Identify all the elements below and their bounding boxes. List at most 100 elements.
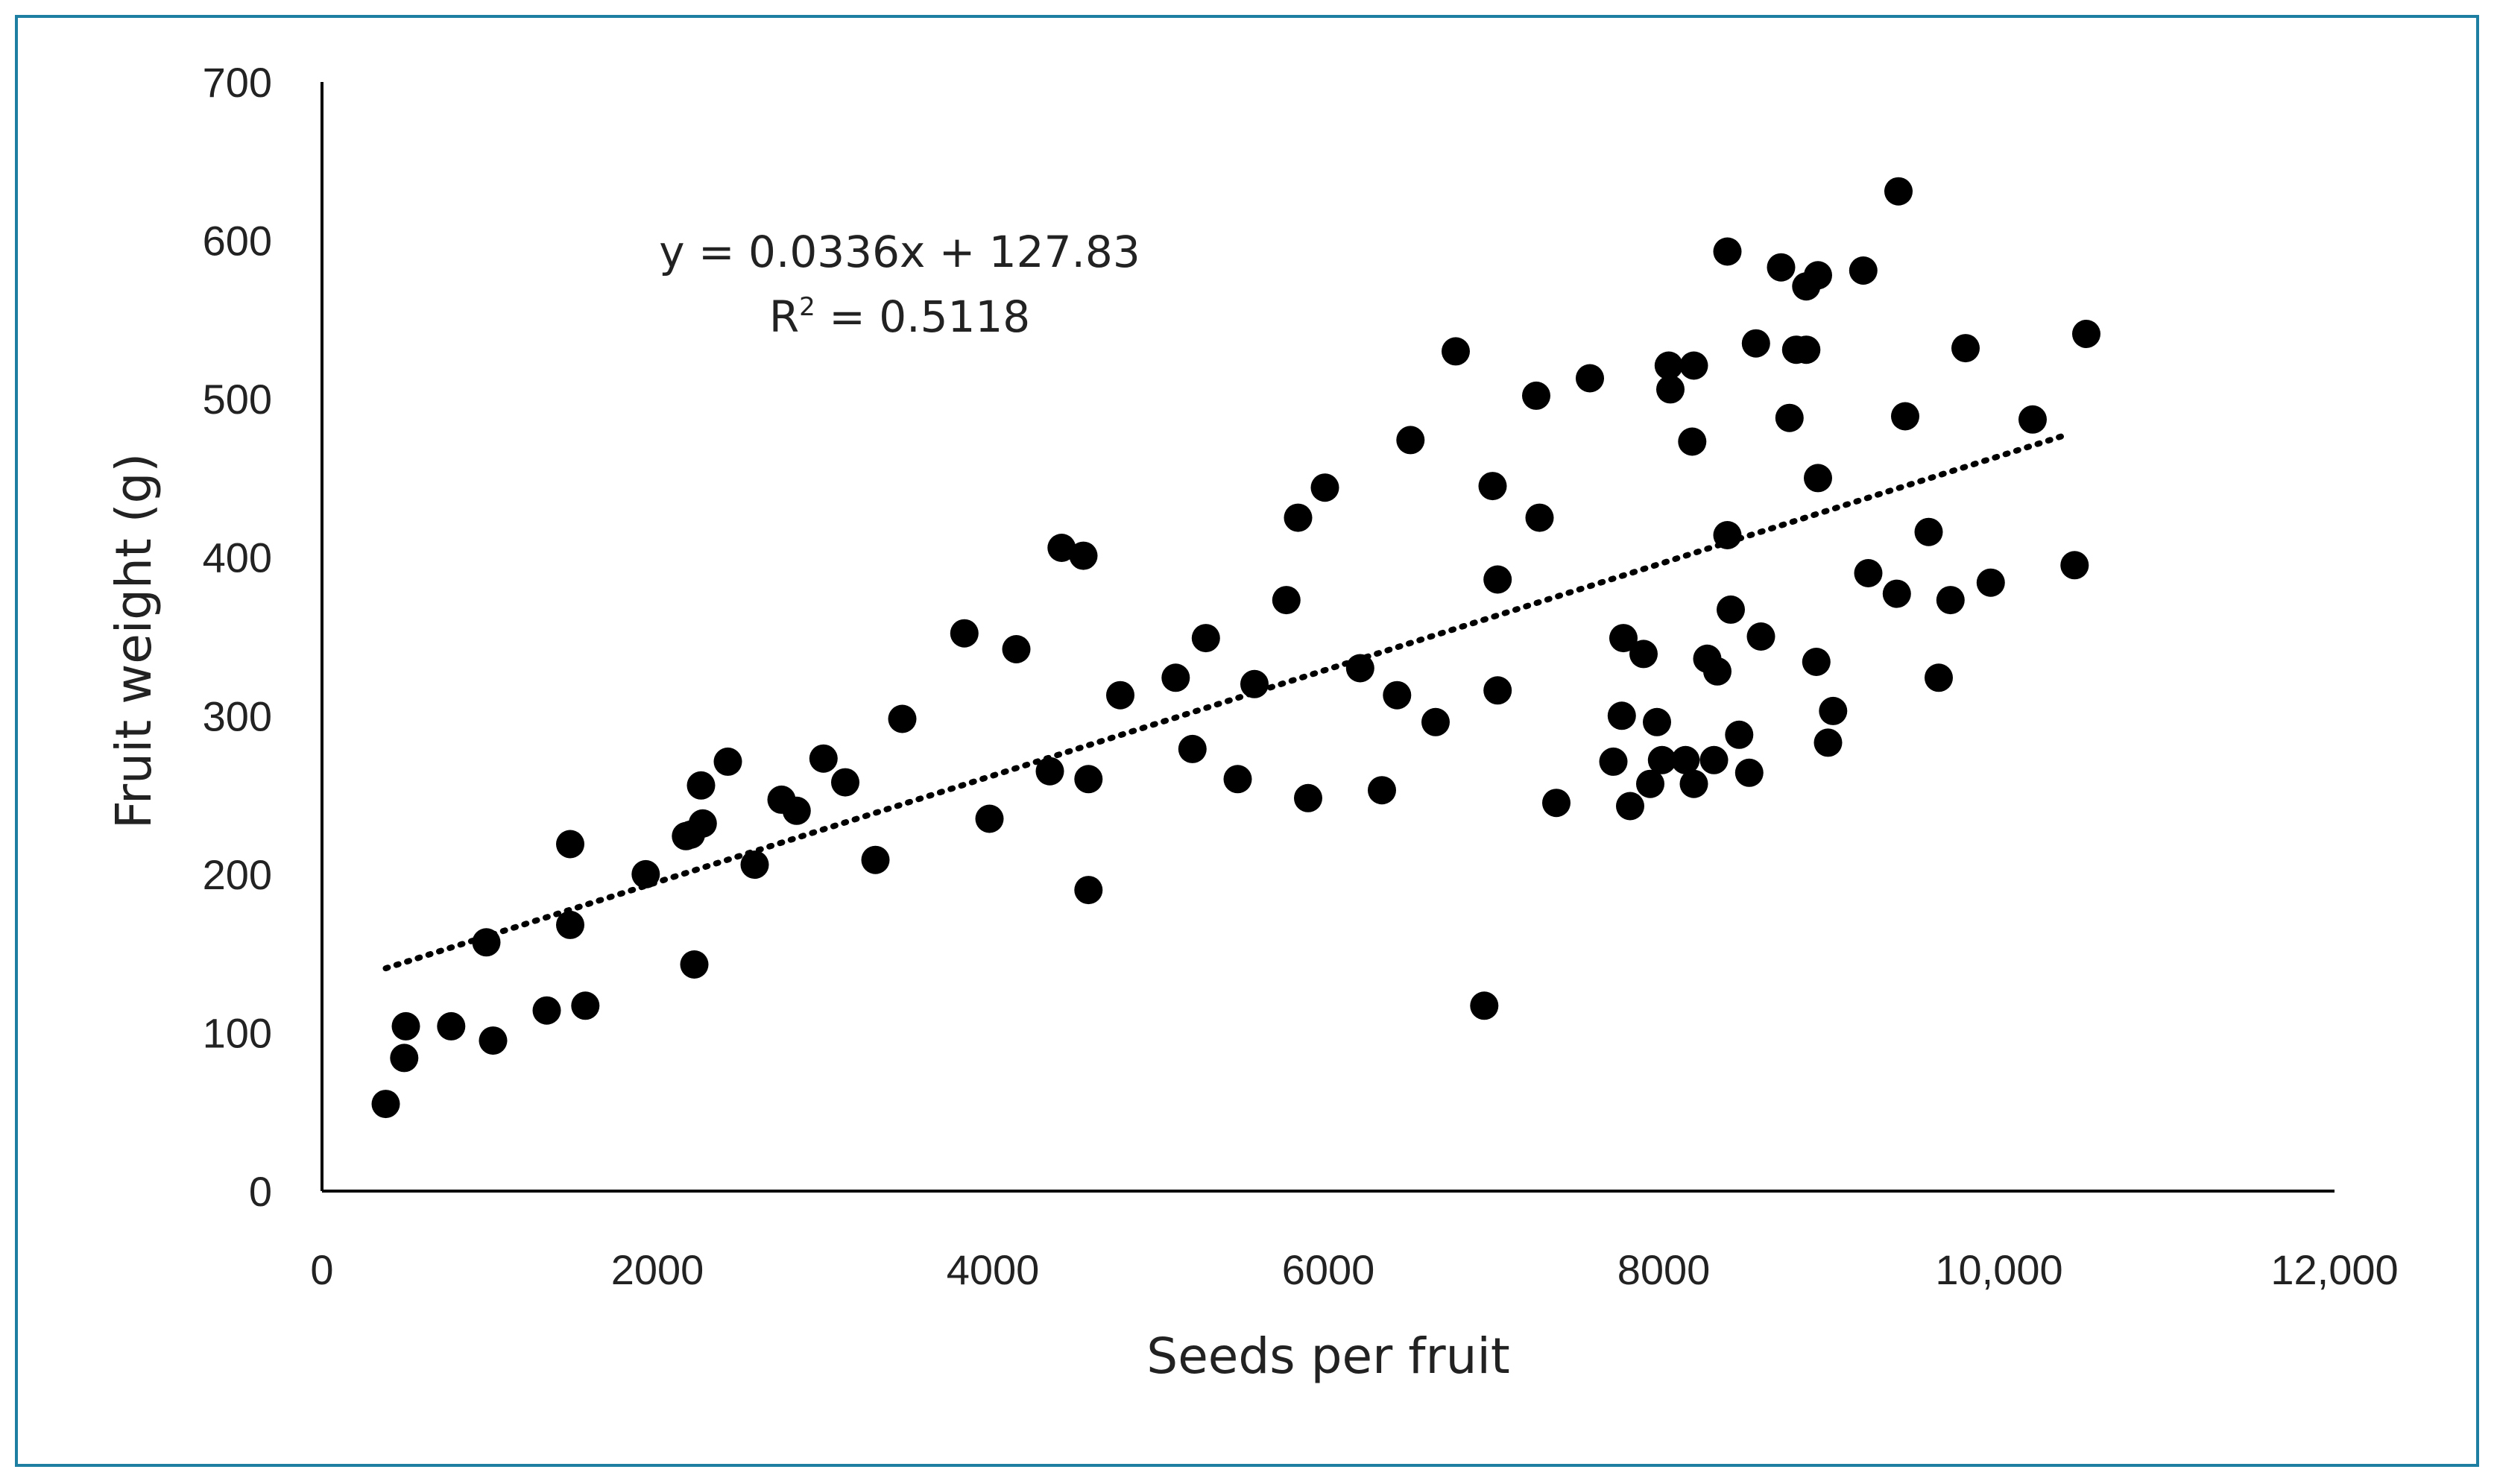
data-point	[1884, 177, 1913, 206]
x-tick-labels: 0 2000 4000 6000 8000 10,000 12,000	[310, 1246, 2398, 1293]
y-tick-labels: 0 100 200 300 400 500 600 700	[203, 59, 272, 1215]
data-point	[1106, 681, 1134, 710]
data-point	[1767, 253, 1796, 282]
data-point	[1891, 402, 1919, 431]
data-point	[1310, 473, 1339, 502]
data-point	[1599, 747, 1628, 776]
x-tick-label: 4000	[947, 1246, 1040, 1293]
data-point	[2018, 405, 2047, 434]
y-tick-label: 200	[203, 851, 272, 898]
data-point	[1609, 624, 1638, 653]
data-point	[1802, 648, 1831, 676]
data-point	[1522, 381, 1550, 410]
data-point	[1654, 351, 1683, 380]
data-point	[1294, 783, 1322, 812]
data-point	[391, 1011, 420, 1041]
x-tick-label: 8000	[1617, 1246, 1711, 1293]
data-point	[1240, 669, 1269, 698]
data-point	[1951, 334, 1980, 363]
data-point	[1035, 757, 1064, 786]
data-point	[888, 704, 917, 733]
x-tick-label: 2000	[611, 1246, 704, 1293]
data-point	[1678, 427, 1707, 456]
y-tick-label: 300	[203, 692, 272, 739]
x-tick-label: 6000	[1282, 1246, 1375, 1293]
data-point	[1713, 237, 1742, 266]
data-point	[1483, 676, 1512, 705]
y-tick-label: 400	[203, 534, 272, 581]
data-point	[1643, 707, 1671, 736]
trendline-equation: y = 0.0336x + 127.83	[659, 227, 1140, 277]
data-points	[371, 177, 2100, 1119]
data-point	[1914, 517, 1943, 546]
data-point	[1396, 426, 1425, 455]
data-point	[975, 804, 1004, 833]
data-point	[831, 768, 859, 797]
data-point	[390, 1043, 419, 1073]
data-point	[1002, 635, 1031, 663]
data-point	[1161, 663, 1190, 692]
data-point	[1542, 789, 1571, 818]
y-tick-label: 700	[203, 59, 272, 106]
y-axis-title: Fruit weight (g)	[105, 453, 162, 829]
data-point	[1576, 364, 1604, 393]
data-point	[1470, 991, 1499, 1020]
x-tick-label: 12,000	[2270, 1246, 2398, 1293]
data-point	[1525, 503, 1554, 532]
data-point	[556, 910, 584, 939]
x-tick-label: 0	[310, 1246, 333, 1293]
data-point	[1478, 472, 1507, 501]
r-squared-exponent: 2	[799, 292, 815, 322]
y-tick-label: 600	[203, 218, 272, 265]
data-point	[1272, 586, 1301, 615]
data-point	[1854, 559, 1883, 587]
data-point	[1725, 720, 1754, 749]
data-point	[1741, 329, 1770, 358]
data-point	[1047, 534, 1076, 562]
data-point	[950, 619, 979, 648]
data-point	[1074, 765, 1103, 794]
data-point	[1284, 503, 1313, 532]
data-point	[1191, 624, 1220, 653]
data-point	[688, 809, 717, 838]
r-squared-label: R2 = 0.5118	[769, 291, 1030, 342]
x-axis-title: Seeds per fruit	[1146, 1327, 1509, 1385]
data-point	[1636, 769, 1664, 798]
data-point	[1629, 640, 1658, 669]
data-point	[1368, 776, 1396, 805]
data-point	[861, 845, 890, 874]
data-point	[1813, 728, 1843, 757]
data-point	[532, 996, 561, 1025]
data-point	[713, 747, 742, 776]
chart-frame	[15, 15, 2479, 1467]
data-point	[1421, 707, 1450, 736]
data-point	[1616, 792, 1644, 821]
data-point	[1223, 765, 1252, 794]
data-point	[782, 796, 811, 825]
data-point	[571, 991, 600, 1020]
axes	[321, 82, 2335, 1193]
data-point	[1647, 745, 1676, 774]
data-point	[680, 950, 709, 979]
data-point	[1703, 657, 1732, 686]
data-point	[1699, 745, 1729, 774]
data-point	[1936, 586, 1965, 615]
y-tick-label: 0	[249, 1168, 272, 1215]
data-point	[1483, 565, 1512, 594]
x-tick-label: 10,000	[1935, 1246, 2062, 1293]
data-point	[1679, 351, 1708, 380]
y-tick-label: 100	[203, 1009, 272, 1056]
data-point	[1804, 464, 1832, 493]
data-point	[371, 1090, 400, 1119]
data-point	[1746, 622, 1775, 651]
y-tick-label: 500	[203, 376, 272, 423]
r-squared-prefix: R	[769, 291, 799, 342]
data-point	[1717, 595, 1745, 624]
data-point	[1849, 256, 1878, 285]
data-point	[1069, 541, 1098, 570]
data-point	[809, 744, 838, 773]
r-squared-value: = 0.5118	[815, 291, 1030, 342]
data-point	[1178, 734, 1207, 763]
data-point	[1734, 758, 1764, 787]
